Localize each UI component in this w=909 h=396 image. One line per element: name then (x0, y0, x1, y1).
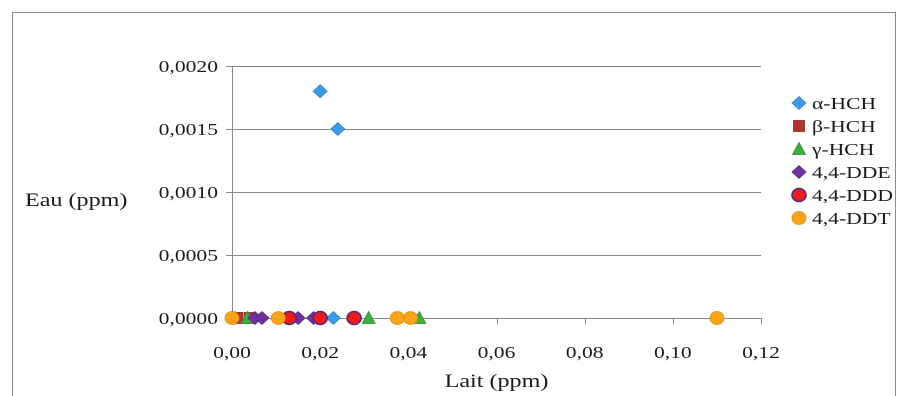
point-alpha-hch-3 (312, 84, 328, 99)
point-4-4-ddt-2 (270, 311, 286, 325)
legend-marker-4-4-ddt (791, 211, 807, 225)
axes (226, 66, 762, 324)
legend-item-4-4-ddt: 4,4-DDT (791, 210, 891, 228)
point-4-4-ddt-1 (224, 311, 240, 325)
y-axis-title: Eau (ppm) (25, 189, 127, 210)
point-gamma-hch-2 (361, 310, 376, 324)
point-alpha-hch-2 (325, 310, 341, 326)
x-tick-label: 0,06 (478, 344, 516, 362)
legend: α-HCH β-HCH γ-HCH 4,4-DDE 4,4-DDD 4,4-DDT (791, 95, 893, 228)
legend-item-4-4-dde: 4,4-DDE (791, 164, 891, 182)
point-4-4-dde-2 (254, 310, 270, 326)
legend-item-alpha-hch: α-HCH (791, 95, 876, 113)
chart-border (12, 12, 896, 396)
series-4-4-ddt (224, 311, 725, 325)
point-alpha-hch-4 (330, 121, 346, 137)
point-4-4-ddt-3 (389, 311, 405, 325)
x-tick-label: 0,02 (301, 344, 339, 362)
gridlines (232, 66, 761, 319)
legend-item-gamma-hch: γ-HCH (791, 141, 874, 159)
legend-marker-4-4-dde (791, 164, 807, 180)
point-4-4-ddt-5 (709, 311, 725, 325)
legend-marker-gamma-hch (791, 141, 807, 155)
x-axis-title: Lait (ppm) (445, 370, 549, 391)
y-tick-label: 0,0010 (159, 184, 218, 202)
series-alpha-hch (227, 84, 346, 326)
point-4-4-ddd-2 (312, 310, 328, 326)
chart-frame (12, 12, 896, 396)
legend-marker-alpha-hch (791, 95, 807, 111)
x-tick-label: 0,04 (389, 344, 427, 362)
point-4-4-ddt-4 (403, 311, 418, 325)
legend-label-alpha-hch: α-HCH (812, 95, 876, 113)
legend-label-4-4-ddd: 4,4-DDD (812, 187, 893, 205)
legend-item-beta-hch: β-HCH (793, 118, 876, 136)
legend-label-4-4-dde: 4,4-DDE (812, 164, 891, 182)
point-4-4-ddd-3 (346, 310, 362, 326)
legend-item-4-4-ddd: 4,4-DDD (791, 187, 893, 205)
y-tick-label: 0,0005 (159, 247, 218, 265)
y-tick-label: 0,0015 (159, 121, 218, 139)
legend-label-4-4-ddt: 4,4-DDT (812, 210, 891, 228)
x-tick-label: 0,10 (654, 344, 692, 362)
data-points (224, 84, 725, 326)
legend-label-gamma-hch: γ-HCH (811, 141, 874, 159)
legend-marker-4-4-ddd (791, 187, 807, 203)
axis-titles: Eau (ppm) Lait (ppm) (25, 189, 548, 391)
series-4-4-ddd (281, 310, 362, 326)
legend-marker-beta-hch (793, 120, 805, 132)
y-tick-label: 0,0020 (159, 58, 218, 76)
y-tick-label: 0,0000 (159, 310, 218, 328)
legend-label-beta-hch: β-HCH (812, 118, 876, 136)
x-tick-label: 0,12 (742, 344, 780, 362)
tick-labels: 0,0000 0,0005 0,0010 0,0015 0,0020 0,00 0,02 0,… (159, 58, 780, 362)
x-tick-label: 0,00 (213, 344, 251, 362)
x-tick-label: 0,08 (566, 344, 604, 362)
